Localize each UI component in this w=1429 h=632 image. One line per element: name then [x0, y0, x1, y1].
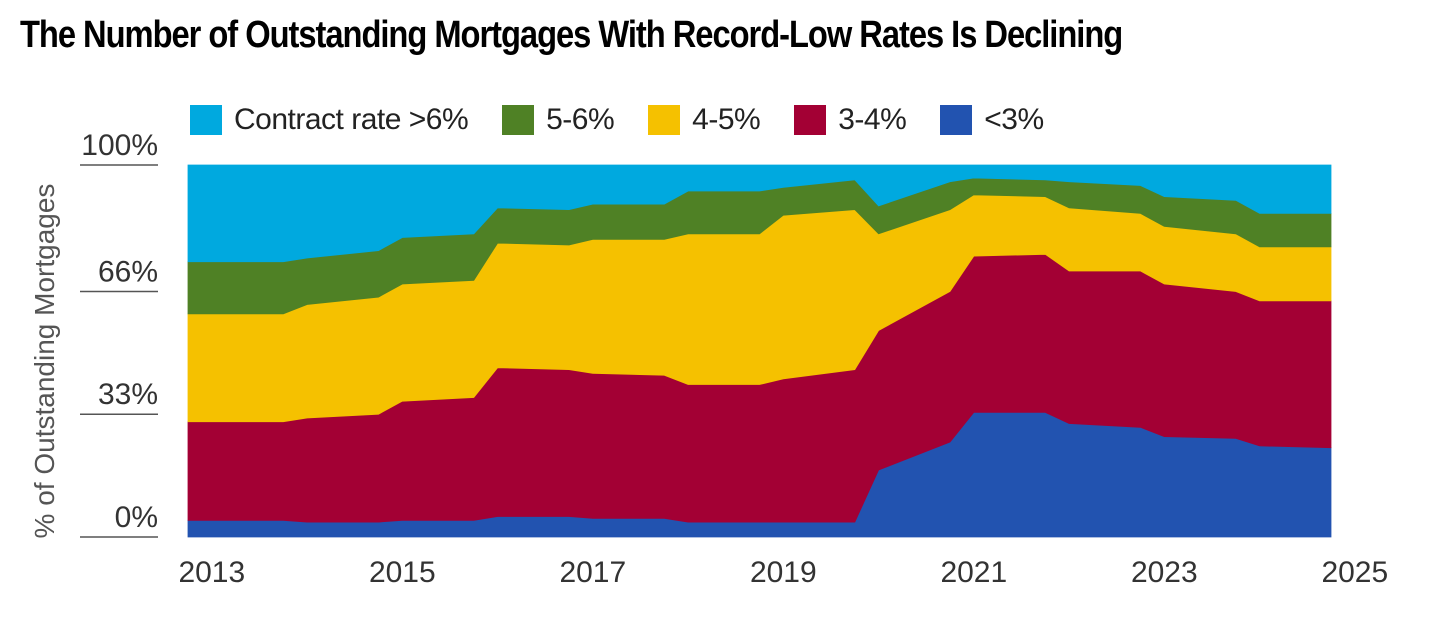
legend-swatch [940, 105, 973, 135]
x-tick-label: 2021 [940, 556, 1007, 589]
x-tick-label: 2023 [1131, 556, 1198, 589]
legend-label: Contract rate >6% [234, 103, 469, 136]
legend-item-contract-rate-gt6pct: Contract rate >6% [190, 103, 469, 137]
legend-label: 3-4% [838, 103, 907, 136]
legend-item-5-6pct: 5-6% [502, 103, 615, 137]
y-tick-label: 0% [115, 501, 158, 534]
y-tick-label: 33% [98, 378, 158, 411]
legend-item-lt3pct: <3% [940, 103, 1044, 137]
x-tick-label: 2013 [178, 556, 245, 589]
legend-item-4-5pct: 4-5% [648, 103, 761, 137]
legend-label: <3% [984, 103, 1044, 136]
x-tick-label: 2015 [369, 556, 436, 589]
legend-item-3-4pct: 3-4% [794, 103, 907, 137]
legend-label: 4-5% [692, 103, 761, 136]
legend-swatch [190, 105, 222, 135]
y-tick-label: 100% [81, 129, 158, 162]
x-tick-label: 2025 [1321, 556, 1388, 589]
area-layer [187, 164, 1332, 538]
chart-title: The Number of Outstanding Mortgages With… [20, 14, 1123, 56]
y-axis-title: % of Outstanding Mortgages [29, 184, 60, 539]
x-tick-label: 2017 [559, 556, 626, 589]
legend-swatch [502, 105, 535, 135]
legend-swatch [648, 105, 681, 135]
legend-label: 5-6% [546, 103, 615, 136]
legend: Contract rate >6% 5-6% 4-5% 3-4% <3% [190, 100, 1078, 140]
x-tick-label: 2019 [750, 556, 817, 589]
axis-layer: 0% 33% 66% 100% 2013 2015 2017 2019 2021 2023 2025 [80, 129, 1388, 589]
legend-swatch [794, 105, 827, 135]
y-tick-label: 66% [98, 255, 158, 288]
area-series-contract-rate-gt6pct [187, 164, 1332, 263]
